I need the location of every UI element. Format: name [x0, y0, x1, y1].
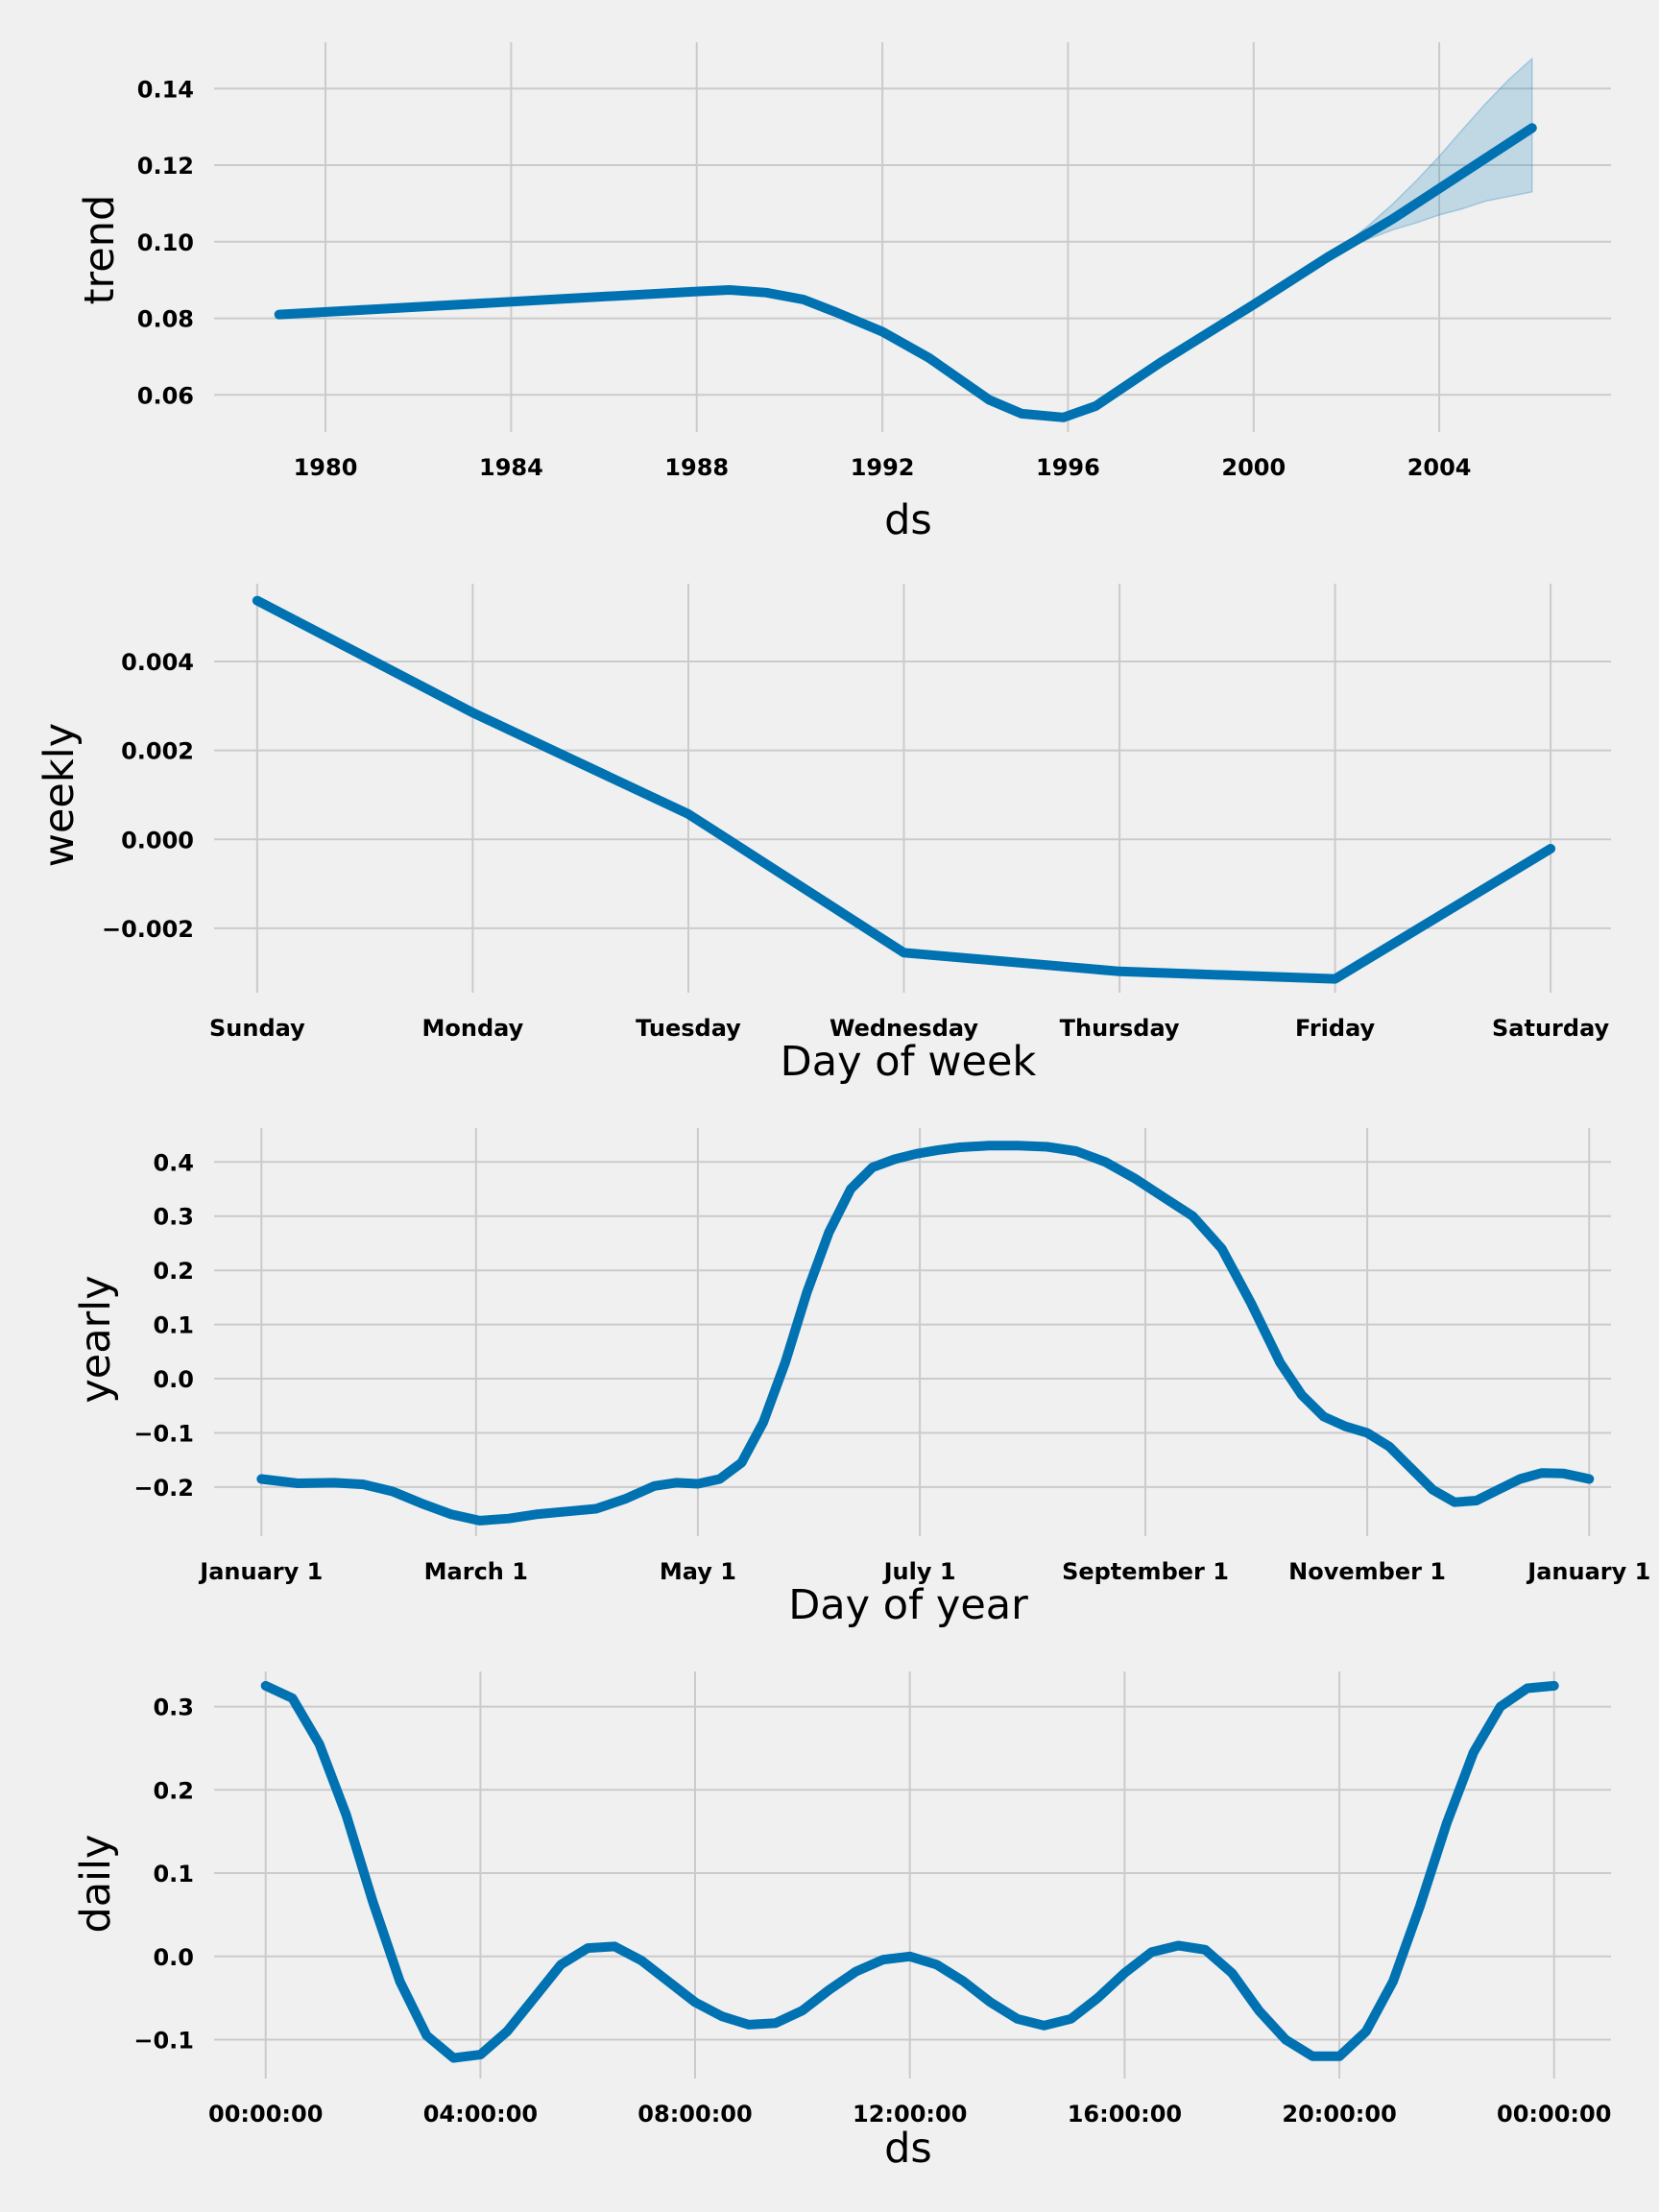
yearly-y-tick-label: 0.0 — [153, 1366, 194, 1393]
trend-x-tick-labels: 1980 1984 1988 1992 1996 2000 2004 — [294, 454, 1472, 481]
daily-x-axis-label: ds — [884, 2125, 932, 2173]
yearly-y-tick-label: −0.2 — [133, 1475, 194, 1502]
trend-x-tick-label: 1984 — [479, 454, 543, 481]
yearly-x-tick-label: March 1 — [424, 1558, 528, 1585]
yearly-series-line — [256, 1141, 1595, 1526]
yearly-y-tick-labels: −0.2 −0.1 0.0 0.1 0.2 0.3 0.4 — [133, 1149, 194, 1502]
trend-x-axis-label: ds — [884, 496, 932, 544]
yearly-y-tick-label: 0.4 — [153, 1149, 194, 1176]
weekly-x-tick-label: Thursday — [1060, 1015, 1180, 1042]
weekly-x-tick-label: Tuesday — [636, 1015, 741, 1042]
weekly-x-tick-label: Wednesday — [830, 1015, 978, 1042]
daily-x-tick-label: 08:00:00 — [637, 2101, 752, 2128]
yearly-y-tick-label: 0.3 — [153, 1204, 194, 1231]
daily-y-tick-label: 0.2 — [153, 1777, 194, 1804]
weekly-series-line — [252, 595, 1556, 984]
weekly-y-axis-label: weekly — [36, 723, 84, 867]
trend-x-tick-label: 1980 — [294, 454, 358, 481]
daily-x-tick-label: 00:00:00 — [1497, 2101, 1611, 2128]
trend-x-tick-label: 2000 — [1221, 454, 1286, 481]
weekly-x-axis-label: Day of week — [781, 1038, 1037, 1086]
daily-x-tick-labels: 00:00:00 04:00:00 08:00:00 12:00:00 16:00:00… — [208, 2101, 1611, 2128]
trend-series — [274, 123, 1537, 422]
trend-y-tick-labels: 0.06 0.08 0.10 0.12 0.14 — [137, 76, 194, 409]
trend-series-line — [274, 123, 1537, 422]
daily-y-tick-label: 0.1 — [153, 1861, 194, 1887]
weekly-y-tick-label: 0.002 — [121, 738, 194, 765]
trend-y-tick-label: 0.06 — [137, 382, 194, 409]
yearly-x-tick-labels: January 1 March 1 May 1 July 1 September 1 No… — [198, 1558, 1650, 1585]
yearly-x-tick-label: January 1 — [1526, 1558, 1650, 1585]
weekly-x-tick-label: Sunday — [209, 1015, 305, 1042]
daily-y-tick-label: −0.1 — [133, 2028, 194, 2055]
daily-x-tick-label: 20:00:00 — [1282, 2101, 1396, 2128]
weekly-y-tick-labels: −0.002 0.000 0.002 0.004 — [102, 649, 194, 943]
daily-panel: 00:00:00 04:00:00 08:00:00 12:00:00 16:00:00… — [72, 1671, 1611, 2173]
weekly-x-tick-label: Friday — [1295, 1015, 1376, 1042]
weekly-y-tick-label: 0.004 — [121, 649, 194, 676]
daily-x-tick-label: 16:00:00 — [1068, 2101, 1182, 2128]
daily-series-line — [260, 1680, 1559, 2063]
daily-y-tick-label: 0.0 — [153, 1944, 194, 1971]
daily-series — [260, 1680, 1559, 2063]
trend-x-tick-label: 1992 — [851, 454, 915, 481]
trend-y-tick-label: 0.12 — [137, 153, 194, 180]
yearly-x-tick-label: January 1 — [198, 1558, 323, 1585]
yearly-x-tick-label: November 1 — [1288, 1558, 1446, 1585]
yearly-x-tick-label: September 1 — [1062, 1558, 1229, 1585]
yearly-series — [256, 1141, 1595, 1526]
trend-y-tick-label: 0.14 — [137, 76, 194, 103]
weekly-x-tick-label: Monday — [422, 1015, 524, 1042]
trend-y-tick-label: 0.08 — [137, 306, 194, 333]
trend-gridlines — [214, 42, 1611, 432]
yearly-panel: January 1 March 1 May 1 July 1 September 1 No… — [72, 1128, 1650, 1629]
yearly-x-tick-label: July 1 — [882, 1558, 956, 1585]
weekly-panel: Sunday Monday Tuesday Wednesday Thursday Frid… — [36, 584, 1611, 1086]
weekly-y-tick-label: −0.002 — [102, 916, 194, 943]
daily-y-tick-labels: −0.1 0.0 0.1 0.2 0.3 — [133, 1695, 194, 2055]
trend-x-tick-label: 1988 — [664, 454, 729, 481]
weekly-y-tick-label: 0.000 — [121, 827, 194, 854]
trend-x-tick-label: 1996 — [1036, 454, 1100, 481]
weekly-x-tick-labels: Sunday Monday Tuesday Wednesday Thursday Frid… — [209, 1015, 1610, 1042]
weekly-gridlines — [214, 584, 1611, 993]
daily-y-axis-label: daily — [72, 1835, 120, 1934]
yearly-y-tick-label: −0.1 — [133, 1421, 194, 1448]
daily-x-tick-label: 00:00:00 — [208, 2101, 323, 2128]
trend-x-tick-label: 2004 — [1407, 454, 1472, 481]
trend-y-axis-label: trend — [76, 195, 124, 305]
yearly-x-axis-label: Day of year — [788, 1581, 1028, 1629]
daily-y-tick-label: 0.3 — [153, 1695, 194, 1721]
weekly-series — [252, 595, 1556, 984]
daily-gridlines — [214, 1671, 1611, 2079]
yearly-x-tick-label: May 1 — [660, 1558, 736, 1585]
yearly-y-tick-label: 0.1 — [153, 1312, 194, 1339]
yearly-y-axis-label: yearly — [72, 1275, 120, 1403]
daily-x-tick-label: 04:00:00 — [423, 2101, 538, 2128]
yearly-y-tick-label: 0.2 — [153, 1258, 194, 1285]
trend-y-tick-label: 0.10 — [137, 229, 194, 256]
weekly-x-tick-label: Saturday — [1492, 1015, 1610, 1042]
daily-x-tick-label: 12:00:00 — [853, 2101, 967, 2128]
trend-panel: 1980 1984 1988 1992 1996 2000 2004 0.06 0.08 0.1… — [76, 42, 1611, 544]
yearly-gridlines — [214, 1128, 1611, 1536]
